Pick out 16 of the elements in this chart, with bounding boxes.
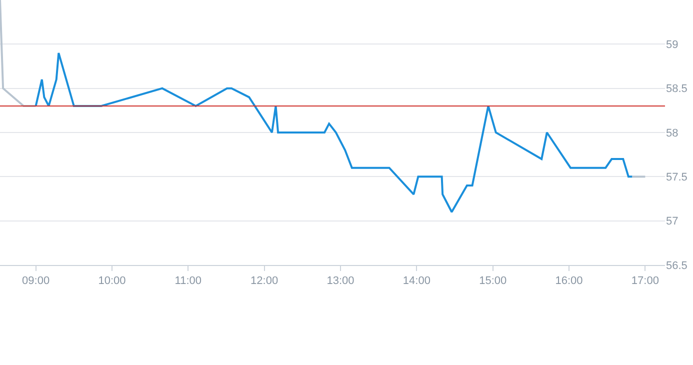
x-tick-label: 09:00	[22, 275, 50, 288]
x-tick-label: 17:00	[631, 275, 659, 288]
x-tick-label: 12:00	[250, 275, 278, 288]
line-series	[34, 52, 634, 213]
x-tick-label: 10:00	[98, 275, 126, 288]
x-tick-label: 13:00	[326, 275, 354, 288]
y-tick-label: 58	[666, 127, 678, 140]
x-tick-label: 14:00	[402, 275, 430, 288]
y-tick-label: 58.5	[666, 83, 688, 96]
x-tick-label: 11:00	[174, 275, 202, 288]
y-tick-label: 56.5	[666, 260, 688, 272]
y-tick-label: 59	[666, 39, 678, 52]
y-tick-label: 57	[666, 216, 678, 228]
x-tick-label: 16:00	[555, 275, 583, 288]
x-tick-label: 15:00	[479, 275, 507, 288]
y-tick-label: 57.5	[666, 172, 688, 184]
